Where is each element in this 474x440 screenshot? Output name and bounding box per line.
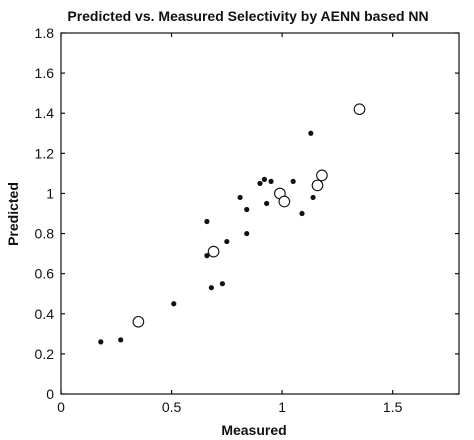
y-tick-label: 1.2 xyxy=(35,145,55,161)
data-point-filled xyxy=(219,281,226,287)
data-point-open xyxy=(207,245,220,258)
y-tick-label: 1 xyxy=(46,185,54,201)
data-point-filled xyxy=(244,206,250,213)
y-axis-label: Predicted xyxy=(5,182,21,246)
data-point-filled xyxy=(264,200,270,207)
data-point-filled xyxy=(204,253,210,259)
data-point-open xyxy=(311,179,324,192)
axis-ticks xyxy=(60,32,459,395)
chart-title: Predicted vs. Measured Selectivity by AE… xyxy=(67,8,428,24)
data-point-filled xyxy=(98,339,104,345)
y-tick-label: 1.4 xyxy=(35,105,55,121)
x-tick-label: 0 xyxy=(57,399,65,415)
data-point-open xyxy=(316,169,328,182)
plot-frame xyxy=(60,32,460,395)
data-point-filled xyxy=(299,210,305,217)
x-axis-label: Measured xyxy=(221,422,286,438)
data-point-filled xyxy=(204,218,210,225)
data-point-open xyxy=(132,315,145,328)
y-tick-label: 1.8 xyxy=(35,25,55,41)
data-point-open xyxy=(278,195,291,208)
y-tick-label: 0.8 xyxy=(35,226,55,242)
y-tick-label: 0.6 xyxy=(35,266,55,282)
data-point-filled xyxy=(237,194,243,201)
x-tick-label: 0.5 xyxy=(162,399,182,415)
y-tick-label: 1.6 xyxy=(35,65,55,81)
data-point-filled xyxy=(261,176,268,183)
y-tick-label: 0 xyxy=(46,386,54,402)
axis-tick-labels: 0 0.5 1 1.5 0 0.2 0.4 0.6 0.8 1 1.2 1.4 1.6 1.8 xyxy=(35,25,403,415)
data-point-filled xyxy=(310,194,316,201)
data-point-open xyxy=(353,103,366,116)
y-tick-label: 0.4 xyxy=(35,306,55,322)
data-point-filled xyxy=(308,130,314,136)
data-point-filled xyxy=(118,337,124,343)
data-point-filled xyxy=(290,178,296,185)
y-tick-label: 0.2 xyxy=(35,346,55,362)
x-tick-label: 1.5 xyxy=(383,399,403,415)
data-point-filled xyxy=(268,178,274,185)
data-point-filled xyxy=(224,238,230,245)
x-tick-label: 1 xyxy=(278,399,286,415)
data-point-filled xyxy=(171,301,177,307)
data-point-filled xyxy=(208,285,214,291)
data-points xyxy=(98,103,366,345)
data-point-filled xyxy=(244,230,250,237)
data-point-filled xyxy=(257,180,263,187)
